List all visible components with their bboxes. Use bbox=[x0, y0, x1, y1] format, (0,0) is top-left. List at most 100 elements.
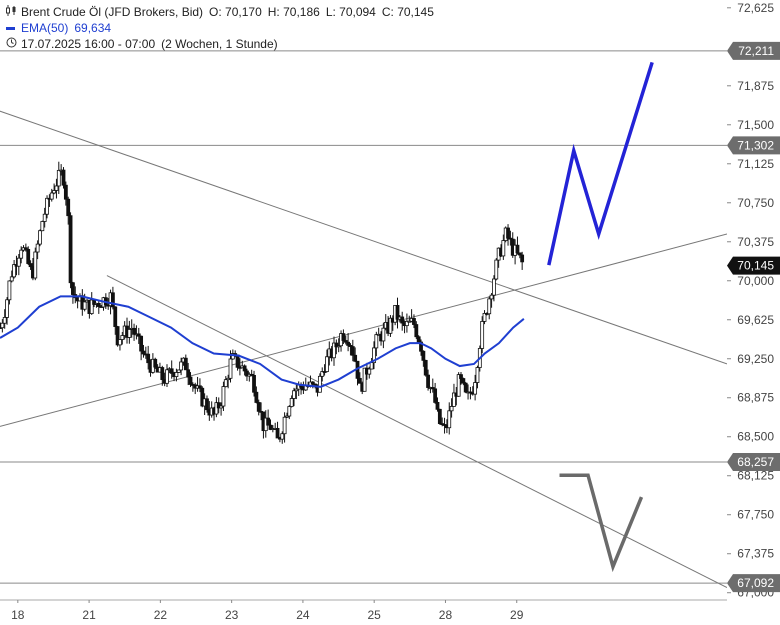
trendline bbox=[106, 275, 727, 588]
candle-body bbox=[461, 378, 466, 384]
candle-body bbox=[221, 386, 226, 407]
ohlc-high: H: 70,186 bbox=[267, 5, 320, 19]
candle-body bbox=[430, 387, 435, 390]
level-tag bbox=[727, 574, 780, 593]
level-tag-label: 70,145 bbox=[737, 259, 774, 273]
y-tick-label: 69,625 bbox=[737, 313, 774, 327]
candle-body bbox=[252, 374, 256, 393]
candle-body bbox=[146, 353, 151, 364]
x-tick-label: 21 bbox=[82, 608, 96, 622]
candle-body bbox=[412, 318, 416, 325]
candle-body bbox=[266, 417, 271, 426]
ema-label: EMA(50) bbox=[21, 21, 69, 35]
candle-body bbox=[35, 243, 40, 253]
header-line-ema: EMA(50) 69,634 bbox=[6, 21, 117, 36]
candle-body bbox=[473, 382, 478, 395]
candle-body bbox=[127, 328, 132, 338]
level-tag-label: 72,211 bbox=[738, 44, 774, 58]
level-tag-label: 71,302 bbox=[737, 138, 774, 152]
level-tag bbox=[727, 136, 780, 155]
candle-body bbox=[188, 376, 193, 385]
candle-body bbox=[423, 359, 428, 376]
candle-body bbox=[56, 169, 61, 187]
candle-body bbox=[332, 342, 336, 359]
candle-body bbox=[38, 230, 42, 245]
candle-body bbox=[292, 390, 296, 399]
level-tag-label: 67,092 bbox=[737, 576, 774, 590]
candle-body bbox=[414, 324, 419, 338]
header-line-instrument: Brent Crude Öl (JFD Brokers, Bid) O: 70,1… bbox=[6, 5, 440, 20]
candle-body bbox=[115, 326, 120, 346]
x-tick-label: 25 bbox=[368, 608, 382, 622]
candle-body bbox=[205, 398, 209, 411]
candle-body bbox=[19, 249, 24, 259]
x-tick-label: 24 bbox=[296, 608, 310, 622]
candle-body bbox=[254, 391, 259, 403]
candle-body bbox=[468, 391, 473, 394]
candle-body bbox=[219, 405, 223, 409]
candle-body bbox=[463, 382, 468, 393]
candle-body bbox=[475, 367, 480, 383]
y-tick-label: 72,625 bbox=[737, 1, 774, 15]
candle-body bbox=[176, 369, 181, 373]
candle-body bbox=[153, 358, 158, 368]
level-tag bbox=[727, 41, 780, 60]
candle-body bbox=[223, 379, 228, 387]
candle-body bbox=[165, 369, 169, 384]
candle-body bbox=[249, 373, 254, 376]
candle-body bbox=[118, 339, 122, 346]
candle-body bbox=[416, 336, 421, 343]
candle-body bbox=[49, 192, 54, 200]
candle-body bbox=[501, 240, 506, 257]
candle-body bbox=[287, 406, 292, 417]
candle-body bbox=[447, 410, 452, 429]
candle-body bbox=[506, 227, 510, 239]
x-tick-label: 18 bbox=[11, 608, 25, 622]
candle-body bbox=[0, 322, 5, 329]
candle-body bbox=[325, 356, 329, 372]
ema50-line bbox=[0, 295, 525, 388]
candle-body bbox=[487, 298, 492, 315]
ohlc-low: L: 70,094 bbox=[325, 5, 376, 19]
candle-body bbox=[372, 347, 376, 364]
candle-body bbox=[226, 377, 231, 381]
candle-body bbox=[437, 408, 442, 425]
y-tick-label: 71,875 bbox=[737, 79, 774, 93]
candle-body bbox=[405, 320, 409, 327]
candle-body bbox=[341, 333, 346, 341]
candle-body bbox=[489, 294, 494, 300]
candle-body bbox=[480, 321, 485, 349]
trendline bbox=[0, 110, 727, 365]
candlestick-icon bbox=[6, 5, 17, 20]
candle-body bbox=[136, 333, 141, 337]
candle-body bbox=[198, 385, 202, 389]
candle-body bbox=[435, 402, 440, 410]
candle-body bbox=[28, 263, 33, 268]
candle-body bbox=[407, 320, 412, 323]
candle-body bbox=[517, 252, 522, 256]
candle-body bbox=[285, 415, 289, 418]
y-tick-label: 71,125 bbox=[737, 157, 774, 171]
candle-body bbox=[508, 237, 513, 240]
projection-up-path bbox=[547, 61, 654, 266]
range-text: (2 Wochen, 1 Stunde) bbox=[161, 37, 278, 51]
candle-body bbox=[362, 367, 367, 392]
candle-body bbox=[353, 354, 358, 362]
candle-body bbox=[515, 244, 520, 254]
candle-body bbox=[63, 184, 68, 200]
x-tick-label: 23 bbox=[225, 608, 239, 622]
candle-body bbox=[459, 374, 463, 379]
candle-body bbox=[120, 335, 125, 340]
candle-body bbox=[494, 259, 499, 280]
candle-body bbox=[228, 358, 233, 379]
y-tick-label: 70,750 bbox=[737, 196, 774, 210]
candle-body bbox=[242, 365, 247, 372]
candle-body bbox=[426, 374, 430, 388]
candle-body bbox=[334, 342, 339, 348]
y-tick-label: 67,750 bbox=[737, 508, 774, 522]
y-tick-label: 68,500 bbox=[737, 430, 774, 444]
candle-body bbox=[374, 334, 379, 349]
candle-body bbox=[61, 169, 66, 186]
candle-body bbox=[5, 299, 9, 318]
candle-body bbox=[275, 427, 280, 439]
